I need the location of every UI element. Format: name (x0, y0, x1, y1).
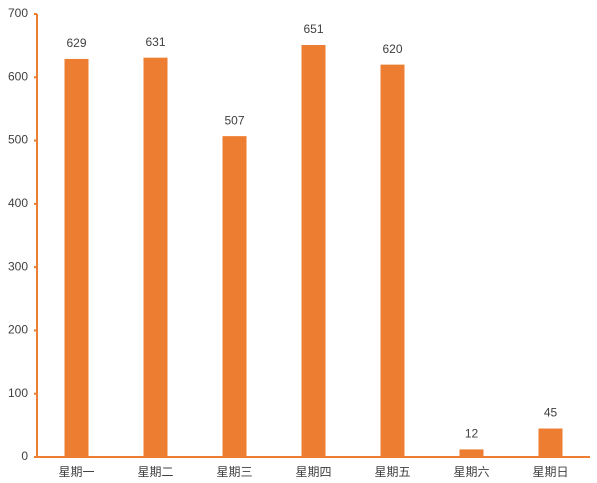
bar (143, 57, 168, 457)
y-tick-label: 700 (8, 6, 28, 20)
data-label: 507 (224, 113, 244, 127)
data-label: 620 (382, 42, 402, 56)
x-tick-label: 星期二 (137, 465, 173, 479)
bar (64, 58, 89, 457)
y-tick-label: 600 (8, 69, 28, 83)
x-tick-label: 星期一 (58, 465, 94, 479)
bar (538, 428, 563, 457)
x-tick-label: 星期六 (453, 465, 489, 479)
data-label: 45 (544, 406, 558, 420)
x-tick-label: 星期五 (374, 465, 410, 479)
y-tick-label: 500 (8, 133, 28, 147)
y-tick-label: 300 (8, 259, 28, 273)
y-tick-label: 400 (8, 196, 28, 210)
y-tick-label: 0 (21, 449, 28, 463)
bar (459, 449, 484, 457)
x-tick-label: 星期四 (295, 465, 331, 479)
bar (380, 64, 405, 457)
y-tick-label: 200 (8, 323, 28, 337)
x-tick-label: 星期三 (216, 465, 252, 479)
data-label: 629 (66, 36, 86, 50)
data-label: 12 (465, 427, 479, 441)
bar (222, 136, 247, 458)
data-label: 651 (303, 22, 323, 36)
data-label: 631 (145, 35, 165, 49)
bar (301, 45, 326, 457)
x-tick-label: 星期日 (532, 465, 568, 479)
y-tick-label: 100 (8, 386, 28, 400)
